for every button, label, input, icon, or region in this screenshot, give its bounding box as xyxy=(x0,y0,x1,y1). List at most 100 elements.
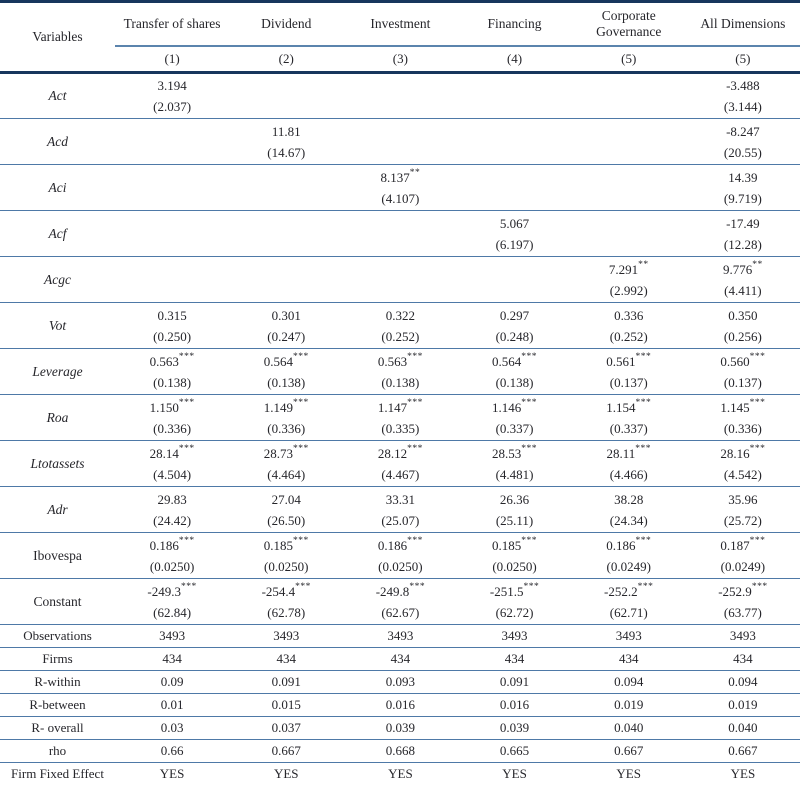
row-label: Act xyxy=(48,88,67,103)
coef-cell xyxy=(115,119,229,165)
coef-cell: 5.067 (6.197) xyxy=(457,211,571,257)
stat-value: 0.091 xyxy=(499,674,530,689)
coef-value: 0.336 xyxy=(572,305,686,326)
coef-value: 0.350 xyxy=(686,305,800,326)
std-error: (25.72) xyxy=(723,512,762,528)
coef-number: 29.83 xyxy=(157,491,187,507)
coef-number: -252.9 xyxy=(718,583,752,599)
coef-cell: -251.5*** (62.72) xyxy=(457,579,571,625)
std-error: (24.34) xyxy=(609,512,648,528)
col-header-dividend: Dividend xyxy=(229,1,344,47)
row-label: Vot xyxy=(48,317,67,333)
coef-number: 1.149 xyxy=(263,399,293,415)
coef-cell: 1.154*** (0.337) xyxy=(572,395,686,441)
coef-cell: 33.31 (25.07) xyxy=(343,487,457,533)
coef-cell: 3.194 (2.037) xyxy=(115,73,229,119)
coef-number: 5.067 xyxy=(499,215,530,231)
row-label: Ltotassets xyxy=(30,455,85,471)
coef-cell: -252.2*** (62.71) xyxy=(572,579,686,625)
stat-row: Firm Fixed Effect YES YES YES YES YES YES xyxy=(0,763,800,786)
stat-value: 434 xyxy=(733,651,753,666)
std-error: (0.0250) xyxy=(149,558,195,574)
coef-number: 14.39 xyxy=(728,169,758,185)
significance-stars: ** xyxy=(638,260,649,271)
stat-value: 0.037 xyxy=(271,720,301,735)
significance-stars: *** xyxy=(292,536,309,547)
coef-number: 0.560 xyxy=(720,353,750,369)
std-error: (0.0250) xyxy=(264,558,309,574)
table-header: Variables Transfer of shares Dividend In… xyxy=(0,1,800,74)
significance-stars: *** xyxy=(178,352,195,363)
coef-value: 1.146*** xyxy=(457,397,571,418)
coef-value: -8.247 xyxy=(686,121,800,142)
stat-value: 0.01 xyxy=(160,697,184,712)
coef-value: 0.563*** xyxy=(115,351,229,372)
coef-number: -3.488 xyxy=(726,78,760,93)
coef-value: 28.53*** xyxy=(457,443,571,464)
stat-value: 0.094 xyxy=(614,674,644,689)
coef-value: 0.564*** xyxy=(229,351,343,372)
row-label: Acgc xyxy=(44,271,71,287)
significance-stars: *** xyxy=(521,536,538,547)
stat-value: 3493 xyxy=(729,628,756,643)
coef-cell: 0.564*** (0.138) xyxy=(457,349,571,395)
coef-value: 26.36 xyxy=(457,489,571,510)
coef-value: 0.186*** xyxy=(343,535,457,556)
coef-number: -8.247 xyxy=(726,123,760,139)
coef-value: 28.14*** xyxy=(115,443,229,464)
coef-value: 28.11*** xyxy=(572,443,686,464)
significance-stars: *** xyxy=(749,398,766,409)
col-header-financing: Financing xyxy=(457,1,572,47)
variable-row: Leverage 0.563*** (0.138) 0.564*** (0.138) 0.… xyxy=(0,349,800,395)
coef-value: 28.16*** xyxy=(686,443,800,464)
coef-value: 0.186*** xyxy=(572,535,686,556)
coef-cell: 0.315 (0.250) xyxy=(115,303,229,349)
header-number-row: (1) (2) (3) (4) (5) (5) xyxy=(0,45,800,74)
std-error: (0.248) xyxy=(495,328,534,344)
coef-cell: 9.776** (4.411) xyxy=(686,257,800,303)
coef-number: 0.185 xyxy=(492,537,522,553)
coef-cell xyxy=(457,119,571,165)
stat-label: Firm Fixed Effect xyxy=(11,766,104,782)
coef-value: 29.83 xyxy=(115,489,229,510)
std-error: (24.42) xyxy=(153,512,192,528)
stat-row: R-within 0.09 0.091 0.093 0.091 0.094 0.094 xyxy=(0,671,800,694)
std-error: (2.037) xyxy=(153,99,192,114)
col-number-1: (1) xyxy=(115,45,230,74)
coef-number: 0.186 xyxy=(149,537,179,553)
stat-value: 0.668 xyxy=(385,743,416,758)
std-error: (62.71) xyxy=(609,604,648,620)
significance-stars: *** xyxy=(635,398,652,409)
std-error: (0.0249) xyxy=(606,558,651,574)
std-error: (4.504) xyxy=(153,466,192,482)
std-error: (62.72) xyxy=(495,604,534,620)
coef-value: 1.147*** xyxy=(343,397,457,418)
coef-number: 0.187 xyxy=(720,537,750,553)
coef-cell xyxy=(343,73,457,119)
coef-cell: 11.81 (14.67) xyxy=(229,119,343,165)
variable-row: Adr 29.83 (24.42) 27.04 (26.50) 33.31 (25.07) 2… xyxy=(0,487,800,533)
stat-value: 434 xyxy=(162,651,182,666)
coef-value: 0.301 xyxy=(229,305,343,326)
std-error: (25.07) xyxy=(381,512,420,528)
coef-cell: 28.14*** (4.504) xyxy=(115,441,229,487)
stat-value: YES xyxy=(730,766,756,782)
variable-row: Ltotassets 28.14*** (4.504) 28.73*** (4.464)… xyxy=(0,441,800,487)
coef-cell: 0.560*** (0.137) xyxy=(686,349,800,395)
coef-cell xyxy=(115,257,229,303)
coef-value: -249.8*** xyxy=(343,581,457,602)
coef-number: 8.137 xyxy=(380,169,410,185)
coef-value: 0.560*** xyxy=(686,351,800,372)
variable-row: Constant -249.3*** (62.84) -254.4*** (62.78)… xyxy=(0,579,800,625)
coef-cell: 0.563*** (0.138) xyxy=(115,349,229,395)
coef-number: 27.04 xyxy=(271,491,301,507)
significance-stars: *** xyxy=(292,352,309,363)
col-header-corporate-governance: Corporate Governance xyxy=(571,1,686,47)
coef-value: -17.49 xyxy=(686,213,800,234)
coef-value: 28.12*** xyxy=(343,443,457,464)
row-label: Roa xyxy=(46,409,69,425)
stat-value: YES xyxy=(616,766,641,782)
coef-value: 11.81 xyxy=(229,121,343,142)
coef-number: 1.146 xyxy=(492,399,522,415)
